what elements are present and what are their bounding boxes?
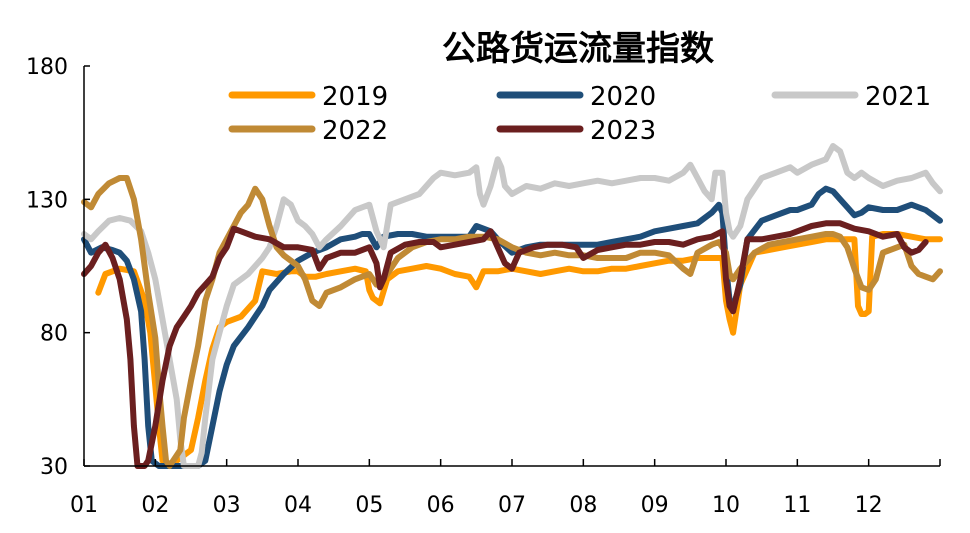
legend-label-2020: 2020 [590, 82, 656, 112]
x-tick-label: 10 [712, 493, 740, 518]
series-line-2023 [81, 220, 929, 469]
x-tick-label: 03 [213, 493, 241, 518]
plot-area [81, 143, 943, 469]
x-tick-label: 02 [141, 493, 169, 518]
x-tick-label: 05 [355, 493, 383, 518]
x-axis-ticks: 01 02 03 04 05 06 07 08 09 10 11 12 [70, 459, 941, 518]
x-tick-label: 01 [70, 493, 98, 518]
x-tick-label: 09 [641, 493, 669, 518]
x-tick-label: 08 [569, 493, 597, 518]
x-tick-label: 11 [783, 493, 811, 518]
legend-label-2023: 2023 [590, 116, 656, 146]
x-tick-label: 04 [284, 493, 312, 518]
y-tick-label: 180 [26, 55, 68, 80]
x-tick-label: 12 [855, 493, 883, 518]
chart-title: 公路货运流量指数 [442, 29, 714, 69]
y-tick-label: 80 [40, 322, 68, 347]
legend-label-2019: 2019 [322, 82, 388, 112]
series-line-2021 [81, 143, 943, 469]
legend: 2019 2020 2021 2022 2023 [228, 82, 931, 146]
legend-label-2022: 2022 [322, 116, 388, 146]
series-line-2020 [81, 185, 943, 469]
x-tick-label: 06 [427, 493, 455, 518]
legend-label-2021: 2021 [865, 82, 931, 112]
x-tick-label: 07 [498, 493, 526, 518]
y-axis-ticks: 30 80 130 180 [26, 55, 90, 480]
y-tick-label: 30 [40, 455, 68, 480]
y-tick-label: 130 [26, 188, 68, 213]
series-line-2022 [81, 175, 943, 469]
series-line-2019 [95, 231, 943, 469]
